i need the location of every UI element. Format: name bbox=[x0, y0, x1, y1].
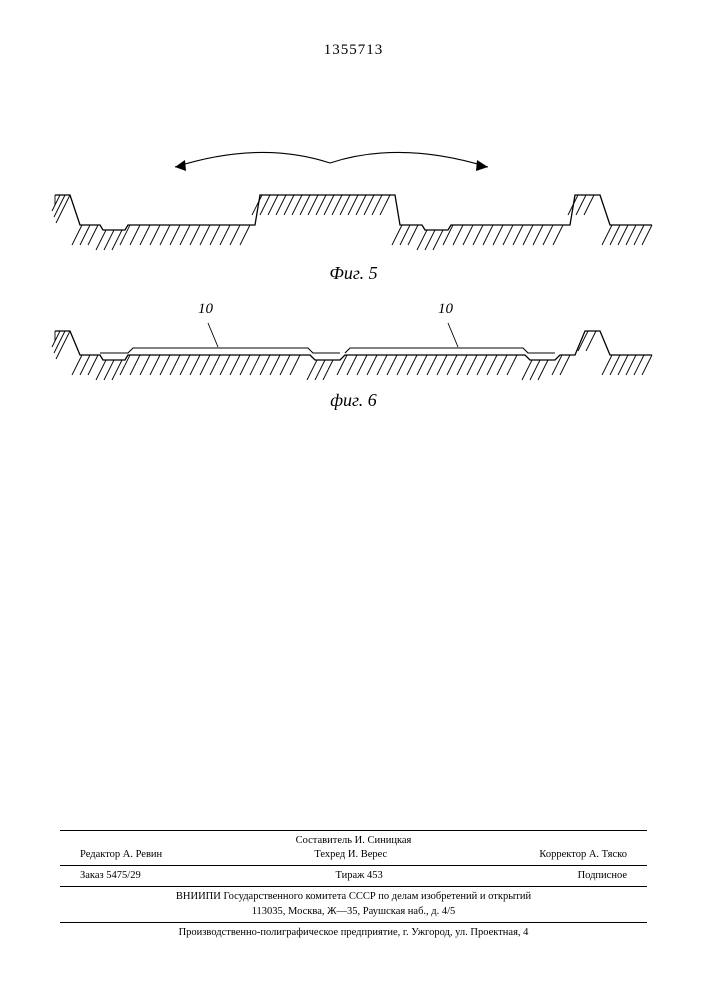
subscription: Подписное bbox=[578, 869, 627, 883]
figure-6: 1010 фиг. 6 bbox=[0, 295, 707, 411]
figure-5-svg bbox=[0, 150, 707, 270]
compiler-line: Составитель И. Синицкая bbox=[60, 834, 647, 848]
figure-5: Фиг. 5 bbox=[0, 150, 707, 284]
order-number: Заказ 5475/29 bbox=[80, 869, 141, 883]
org-line-2: 113035, Москва, Ж—35, Раушская наб., д. … bbox=[60, 905, 647, 919]
footer-block: Составитель И. Синицкая Редактор А. Реви… bbox=[60, 827, 647, 940]
print-line: Производственно-полиграфическое предприя… bbox=[60, 926, 647, 940]
svg-text:10: 10 bbox=[438, 301, 454, 317]
editor-credit: Редактор А. Ревин bbox=[80, 848, 162, 862]
corrector-credit: Корректор А. Тяско bbox=[539, 848, 627, 862]
figure-6-svg: 10 10 bbox=[0, 295, 707, 395]
techred-credit: Техред И. Верес bbox=[314, 848, 387, 862]
svg-text:10: 10 bbox=[198, 301, 214, 317]
patent-number: 1355713 bbox=[0, 42, 707, 59]
tirazh: Тираж 453 bbox=[335, 869, 382, 883]
org-line-1: ВНИИПИ Государственного комитета СССР по… bbox=[60, 890, 647, 904]
